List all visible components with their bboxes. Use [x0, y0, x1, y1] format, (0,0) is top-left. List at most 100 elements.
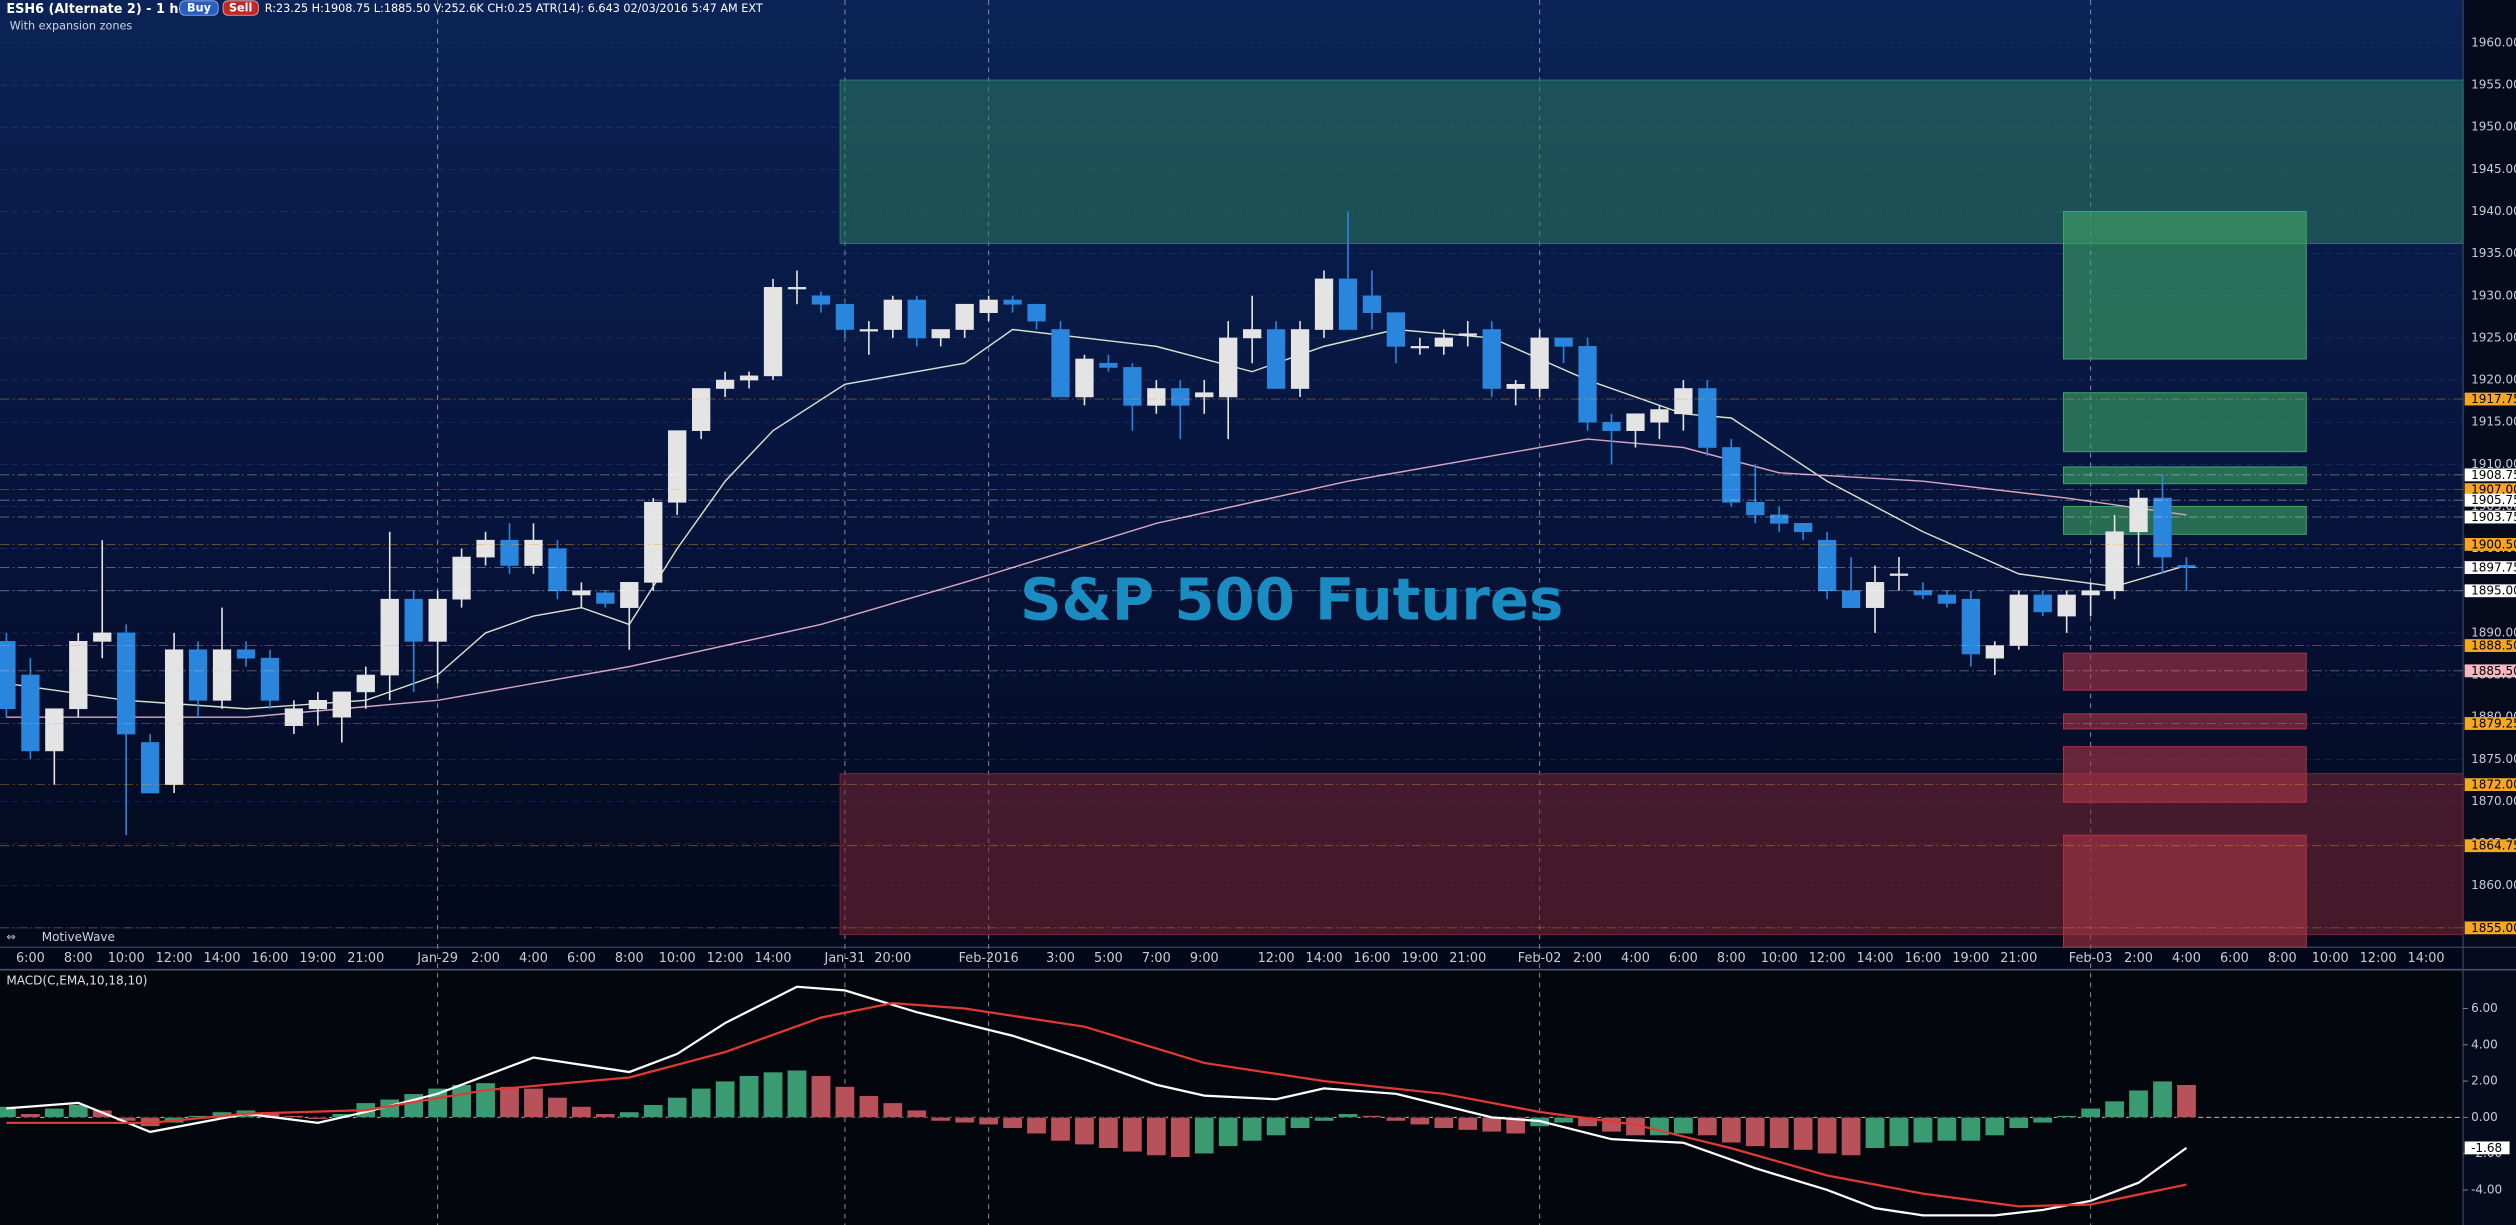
x-tick-label: 6:00 — [16, 951, 45, 966]
x-tick-label: 10:00 — [2312, 951, 2349, 966]
last-value-label: -1.68 — [2471, 1141, 2502, 1155]
footer: MotiveWave — [42, 930, 115, 944]
buy-button[interactable] — [179, 0, 219, 16]
candle-body — [356, 674, 375, 693]
histogram-bar — [1481, 1117, 1502, 1133]
candle-body — [117, 632, 136, 735]
histogram-bar — [1865, 1117, 1885, 1149]
candle-body — [1602, 421, 1621, 431]
histogram-bar — [2128, 1089, 2149, 1118]
histogram-bar — [1386, 1117, 1406, 1122]
candle-body — [1386, 312, 1406, 347]
histogram-bar — [1314, 1117, 1334, 1122]
level-tag — [2464, 537, 2516, 551]
histogram-bar — [906, 1109, 927, 1118]
candle-body — [1698, 388, 1717, 448]
candle-body — [1746, 501, 1765, 516]
candle-body — [883, 299, 902, 330]
x-tick-label: Jan-31 — [824, 951, 866, 966]
level-label: 1885.50 — [2471, 664, 2516, 678]
histogram-bar — [547, 1097, 568, 1118]
x-tick-label: 2:00 — [1573, 951, 1602, 966]
histogram-bar — [835, 1086, 855, 1118]
buy-label[interactable]: Buy — [187, 1, 212, 14]
x-tick-label: 8:00 — [64, 951, 93, 966]
indicator-line — [6, 438, 2187, 718]
histogram-bar — [1960, 1117, 1981, 1142]
y-tick-label: 1940.00 — [2471, 204, 2516, 218]
x-tick-label: 10:00 — [108, 951, 145, 966]
expansion-zone — [2062, 466, 2307, 485]
x-tick-label: 12:00 — [707, 951, 744, 966]
histogram-bar — [978, 1117, 999, 1125]
histogram-bar — [763, 1071, 783, 1118]
level-tag — [2464, 839, 2516, 853]
histogram-bar — [1338, 1113, 1358, 1118]
x-tick-label: 5:00 — [1094, 951, 1123, 966]
y-tick-label: 1960.00 — [2471, 35, 2516, 49]
candle-body — [1985, 645, 2004, 659]
candle-body — [236, 649, 256, 659]
histogram-bar — [667, 1097, 688, 1118]
x-tick-label: 14:00 — [2408, 951, 2445, 966]
y-tick-label: 1875.00 — [2471, 752, 2516, 766]
level-label: 1900.50 — [2471, 537, 2516, 551]
candle-body — [45, 708, 64, 752]
expansion-zone — [2062, 211, 2307, 360]
candle-body — [1841, 590, 1861, 608]
candle-body — [1027, 303, 1046, 322]
y-tick-label: 1955.00 — [2471, 78, 2516, 92]
x-tick-label: 10:00 — [659, 951, 696, 966]
y-tick-label: 0.00 — [2471, 1110, 2498, 1124]
histogram-bar — [1218, 1117, 1239, 1147]
x-tick-label: 6:00 — [2220, 951, 2249, 966]
candle-body — [955, 303, 974, 330]
histogram-bar — [858, 1095, 879, 1118]
candle-body — [739, 375, 759, 381]
candle-body — [2081, 590, 2100, 596]
y-tick-label: 1890.00 — [2471, 625, 2516, 639]
candle-body — [1650, 409, 1669, 423]
candle-body — [1099, 362, 1118, 368]
candle-body — [1458, 333, 1477, 336]
histogram-bar — [1194, 1117, 1215, 1154]
histogram-bar — [1002, 1117, 1023, 1129]
expansion-zone — [2062, 392, 2307, 453]
level-label: 1897.75 — [2471, 561, 2516, 575]
histogram-bar — [1074, 1117, 1095, 1145]
x-tick-label: 14:00 — [755, 951, 792, 966]
candle-body — [188, 649, 208, 701]
candle-body — [811, 295, 831, 305]
candle-body — [380, 598, 399, 676]
histogram-bar — [1913, 1117, 1933, 1144]
histogram-bar — [451, 1084, 472, 1118]
candle-body — [763, 287, 783, 377]
y-tick-label: 1945.00 — [2471, 162, 2516, 176]
histogram-bar — [499, 1086, 520, 1118]
x-tick-label: 4:00 — [1621, 951, 1650, 966]
level-tag — [2464, 493, 2516, 507]
histogram-bar — [1026, 1117, 1047, 1134]
y-tick-label: 6.00 — [2471, 1001, 2498, 1015]
level-label: 1888.50 — [2471, 639, 2516, 653]
x-tick-label: 12:00 — [1809, 951, 1846, 966]
histogram-bar — [475, 1082, 496, 1118]
candle-body — [572, 590, 591, 596]
candle-body — [1123, 367, 1142, 406]
candle-body — [668, 430, 687, 503]
histogram-bar — [1505, 1117, 1526, 1134]
histogram-bar — [595, 1113, 616, 1118]
candle-body — [1482, 329, 1501, 389]
candle-body — [1530, 337, 1549, 389]
histogram-bar — [1050, 1117, 1071, 1142]
histogram-bar — [307, 1117, 328, 1120]
sell-button[interactable] — [222, 0, 259, 16]
y-tick-label: 4.00 — [2471, 1037, 2498, 1051]
candle-body — [1794, 523, 1813, 533]
indicator-line — [6, 985, 2188, 1217]
histogram-bar — [619, 1111, 640, 1118]
sell-label[interactable]: Sell — [229, 1, 252, 14]
candle-body — [979, 299, 998, 313]
candle-body — [1770, 514, 1789, 524]
